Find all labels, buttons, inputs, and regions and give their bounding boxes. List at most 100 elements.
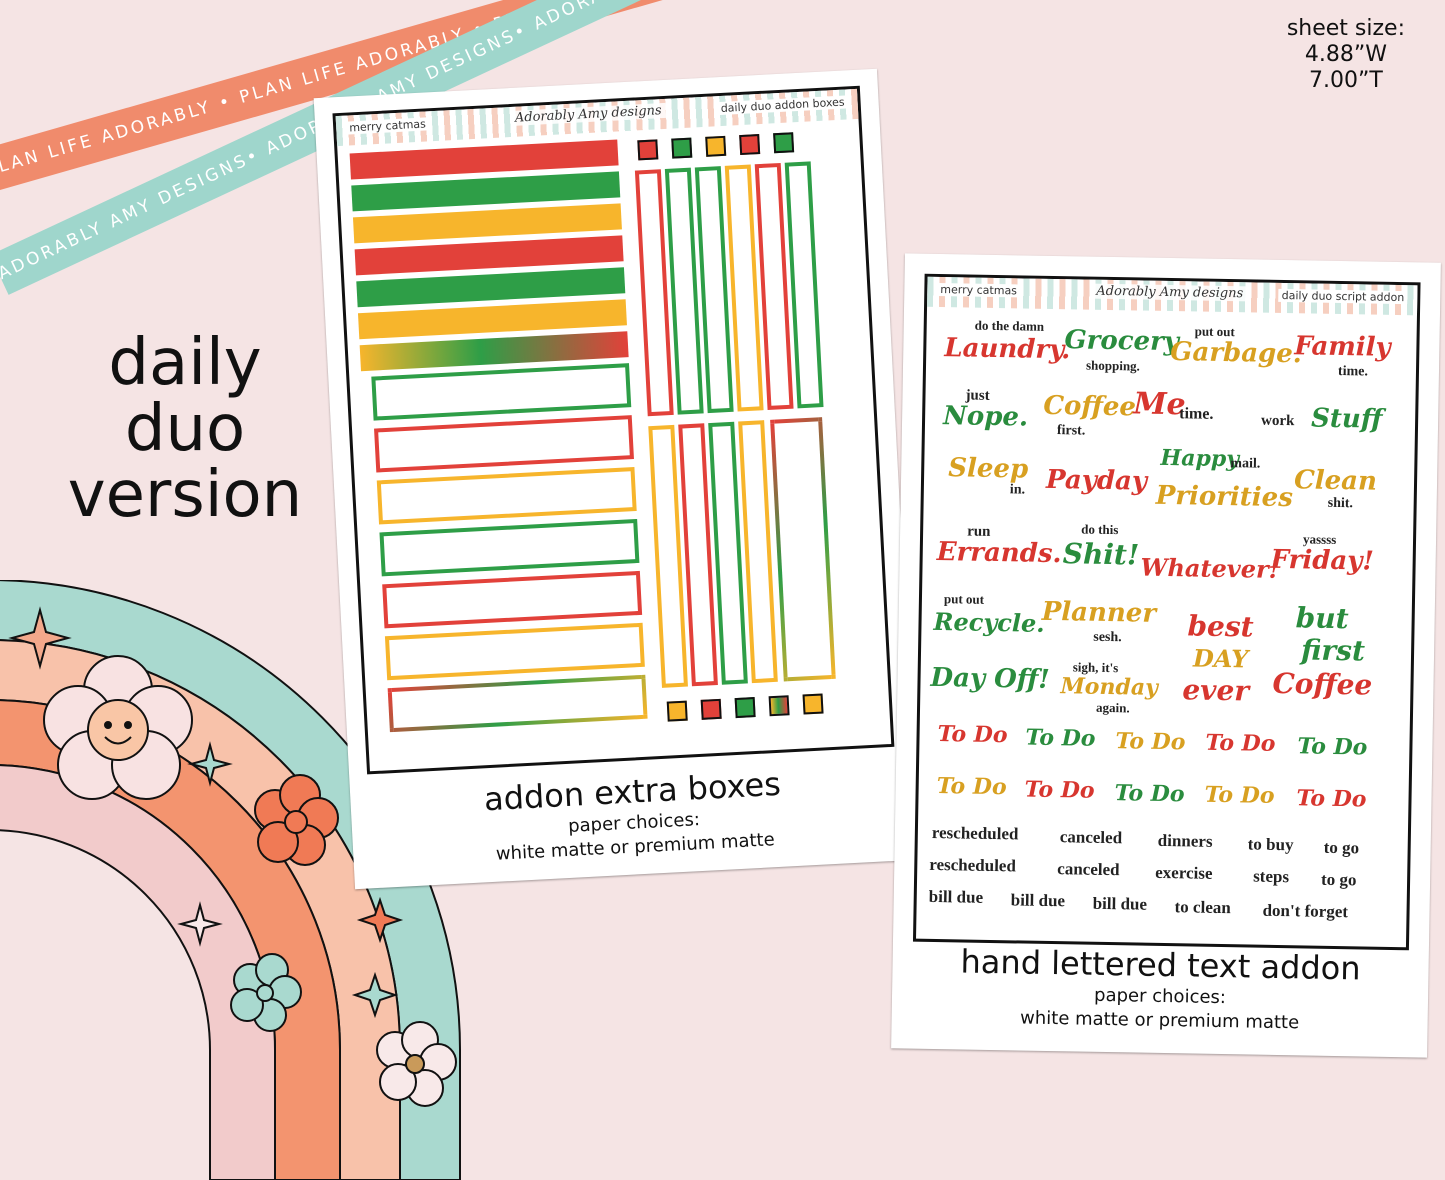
- sheet-label: daily duo script addon: [1278, 288, 1408, 305]
- word-sticker: bill due: [928, 886, 984, 907]
- small-square-yellow: [666, 700, 688, 722]
- word-sticker: canceled: [1057, 859, 1120, 880]
- small-square-yellow: [705, 135, 727, 157]
- work-prefix: work: [1260, 412, 1295, 430]
- payday-script: Payday: [1045, 464, 1148, 497]
- coffee-suffix: first.: [1056, 423, 1086, 439]
- todo-label: To Do: [1204, 781, 1275, 809]
- sheet-size-info: sheet size: 4.88”W 7.00”T: [1287, 16, 1405, 94]
- flower-icon: [254, 774, 339, 866]
- sparkle-icon: [356, 896, 404, 944]
- small-square-yellow: [802, 693, 824, 715]
- outline-box-red: [382, 570, 643, 629]
- shit-script: Shit!: [1062, 537, 1140, 572]
- todo-label: To Do: [1114, 780, 1185, 808]
- monday-suffix: again.: [1095, 699, 1130, 716]
- outline-box-green: [371, 363, 632, 421]
- small-square-green: [671, 137, 693, 159]
- daisy-icon: [376, 1021, 457, 1107]
- word-sticker: steps: [1252, 866, 1290, 887]
- outline-box-red: [374, 415, 634, 473]
- clean-script: Clean: [1293, 465, 1378, 497]
- sparkle-icon: [177, 901, 223, 947]
- planner-suffix: sesh.: [1093, 629, 1122, 646]
- script-addon-card: merry catmas Adorably Amy designs daily …: [891, 253, 1441, 1058]
- version-title-line1: daily: [108, 326, 262, 400]
- todo-label: To Do: [1024, 776, 1095, 804]
- stuff-script: Stuff: [1310, 403, 1383, 435]
- word-sticker: exercise: [1155, 862, 1213, 883]
- word-sticker: canceled: [1059, 827, 1123, 848]
- version-title-line3: version: [67, 458, 303, 532]
- laundry-script: Laundry.: [944, 333, 1071, 366]
- sparkle-icon: [187, 741, 233, 787]
- small-square-green: [734, 697, 756, 719]
- garbage-script: Garbage.: [1170, 337, 1303, 370]
- todo-label: To Do: [1025, 724, 1096, 752]
- word-sticker: dinners: [1157, 830, 1213, 851]
- smiley-flower-icon: [43, 655, 193, 800]
- rainbow-illustration: [0, 580, 461, 1180]
- sleep-script: Sleep: [947, 453, 1029, 485]
- but-first-line3: Coffee: [1272, 666, 1373, 702]
- small-square-red: [637, 139, 659, 161]
- version-title-line2: duo: [124, 392, 246, 466]
- addon-boxes-card: merry catmas Adorably Amy designs daily …: [313, 68, 919, 890]
- best-day-line3: ever: [1182, 673, 1250, 708]
- whatever-script: Whatever!: [1140, 552, 1280, 584]
- planner-script: Planner: [1041, 596, 1157, 629]
- nope-script: Nope.: [942, 401, 1029, 433]
- word-sticker: don't forget: [1262, 900, 1349, 922]
- flower-icon-teal: [230, 953, 302, 1032]
- version-title: daily duo version: [60, 330, 310, 528]
- addon-boxes-sheet: merry catmas Adorably Amy designs daily …: [332, 85, 895, 775]
- theme-label: merry catmas: [937, 282, 1021, 298]
- todo-label: To Do: [1115, 728, 1186, 756]
- errands-script: Errands.: [936, 536, 1062, 570]
- sparkle-icon: [8, 606, 72, 670]
- todo-label: To Do: [1296, 785, 1367, 813]
- todo-label: To Do: [936, 773, 1007, 801]
- sheet-size-label: sheet size:: [1286, 16, 1405, 41]
- happy-script: Happy: [1160, 444, 1240, 473]
- outline-box-green: [379, 518, 640, 577]
- small-square-gradient: [768, 695, 790, 717]
- me-script: Me: [1133, 386, 1186, 423]
- word-sticker: rescheduled: [931, 822, 1019, 844]
- word-sticker: rescheduled: [929, 854, 1017, 876]
- small-square-green: [773, 132, 795, 154]
- but-first-line1: but: [1295, 601, 1349, 636]
- brand-logo: Adorably Amy designs: [1092, 283, 1248, 302]
- grocery-script: Grocery: [1064, 325, 1180, 358]
- sparkle-icon: [351, 971, 399, 1019]
- outline-box-yellow: [384, 622, 645, 681]
- coffee-script: Coffee: [1043, 390, 1137, 423]
- small-square-red: [739, 134, 761, 156]
- word-sticker: to go: [1323, 837, 1360, 858]
- monday-script: Monday: [1060, 673, 1159, 701]
- todo-label: To Do: [1297, 733, 1368, 761]
- outline-box-yellow: [376, 467, 637, 525]
- sleep-suffix: in.: [1009, 482, 1026, 498]
- grocery-suffix: shopping.: [1085, 357, 1141, 374]
- best-day-line1: best: [1187, 609, 1254, 644]
- word-sticker: bill due: [1092, 893, 1148, 914]
- script-addon-sheet: merry catmas Adorably Amy designs daily …: [912, 273, 1421, 951]
- outline-box-gradient: [387, 674, 648, 733]
- family-script: Family: [1294, 331, 1391, 363]
- todo-label: To Do: [937, 721, 1008, 749]
- word-sticker: bill due: [1010, 890, 1066, 911]
- clean-suffix: shit.: [1327, 495, 1354, 512]
- word-sticker: to clean: [1174, 897, 1231, 918]
- tall-box-gradient: [770, 417, 836, 682]
- word-sticker: to go: [1320, 869, 1357, 890]
- family-suffix: time.: [1337, 363, 1369, 380]
- word-sticker: to buy: [1247, 834, 1294, 855]
- priorities-script: Priorities: [1155, 480, 1294, 514]
- small-square-red: [700, 698, 722, 720]
- recycle-script: Recycle.: [933, 606, 1045, 638]
- laundry-prefix: do the damn: [974, 317, 1045, 334]
- script-addon-title: hand lettered text addon: [960, 942, 1361, 988]
- dayoff-script: Day Off!: [930, 662, 1050, 695]
- recycle-prefix: put out: [943, 591, 985, 607]
